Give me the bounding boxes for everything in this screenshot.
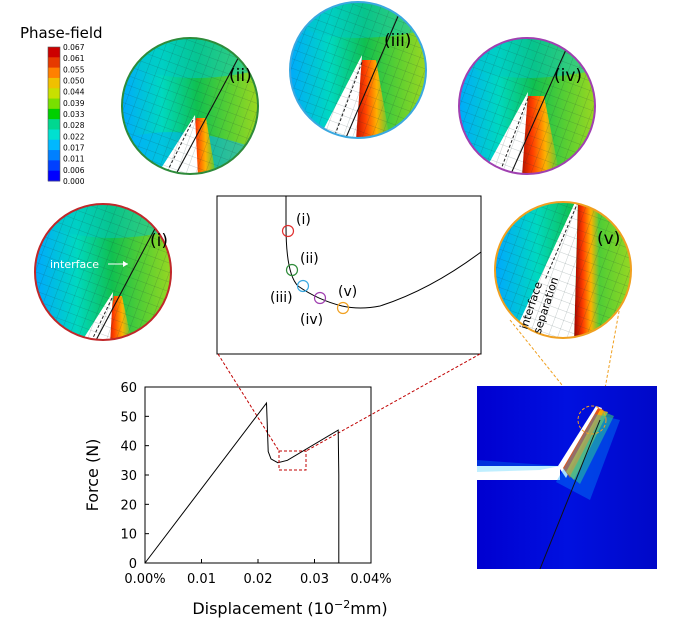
interface-line (539, 419, 601, 570)
inset-iii-ring (289, 1, 427, 139)
inset-iii-label: (iii) (384, 31, 411, 51)
legend-swatch (48, 47, 60, 58)
zoom-label-iii: (iii) (270, 290, 293, 306)
legend-colorbar: 0.067 0.061 0.055 0.050 0.044 0.039 0.033 0.028… (47, 43, 85, 186)
inset-i-ring (34, 203, 172, 341)
x-tick-label: 0.02 (244, 572, 273, 587)
x-tick-label: 0.04% (350, 572, 391, 587)
zoom-connector-right (305, 353, 481, 452)
specimen-plate (477, 386, 657, 570)
inset-v-ring (494, 201, 632, 339)
inset-iv-label: (iv) (554, 66, 582, 86)
zoom-box-frame (216, 195, 482, 355)
legend-tick-label: 0.050 (63, 77, 85, 86)
y-tick-label: 10 (120, 528, 137, 543)
y-tick-label: 60 (120, 381, 137, 396)
legend-swatch (48, 98, 60, 110)
x-axis-label: Displacement (10−2mm) (192, 598, 387, 618)
zoom-marker-ii (285, 263, 299, 277)
zoom-region-box (278, 450, 307, 471)
x-tick-label: 0.00% (124, 572, 165, 587)
x-axis: 0.00% 0.01 0.02 0.03 0.04% (124, 559, 392, 587)
legend-tick-label: 0.017 (63, 144, 85, 153)
zoom-marker-i (281, 224, 295, 238)
inset-v: (v) interface separation (494, 201, 632, 339)
plot-frame (144, 386, 372, 564)
inset-v-label: (v) (597, 229, 620, 249)
interface-arrowhead (123, 261, 128, 267)
x-tick-label: 0.03 (300, 572, 329, 587)
inset-i: (i) interface (34, 203, 172, 341)
inset-i-label: (i) (150, 231, 168, 251)
y-tick-label: 20 (120, 498, 137, 513)
inset-ii-label: (ii) (229, 66, 252, 86)
inset-iv: (iv) (458, 37, 596, 175)
inset-ii: (ii) (121, 37, 259, 175)
legend-swatch (48, 139, 60, 151)
zoom-connector-left (217, 353, 280, 452)
zoom-label-v: (v) (338, 284, 357, 300)
legend-tick-label: 0.028 (63, 121, 85, 130)
legend-swatch (48, 119, 60, 130)
zoom-curve (285, 196, 482, 309)
legend-swatch (48, 77, 60, 89)
zoom-marker-v (336, 301, 350, 315)
phase-field-legend: Phase-field 0.0670.0610.0550.0500.0440.0… (20, 24, 103, 186)
legend-swatch (48, 67, 60, 79)
legend-tick-label: 0.044 (63, 88, 85, 97)
zoom-box: (i) (ii) (iii) (iv) (v) (216, 195, 482, 355)
legend-tick-label: 0.067 (63, 43, 85, 52)
notch (477, 466, 560, 480)
x-tick-label: 0.01 (187, 572, 216, 587)
legend-border (47, 46, 61, 182)
zoom-label-iv: (iv) (300, 312, 323, 328)
legend-swatch (48, 150, 60, 161)
legend-tick-label: 0.000 (63, 177, 85, 186)
legend-swatch (48, 170, 60, 182)
y-tick-label: 30 (120, 469, 137, 484)
y-axis: 0 10 20 30 40 50 60 (120, 381, 149, 572)
legend-swatch (48, 88, 60, 99)
legend-tick-label: 0.033 (63, 110, 85, 119)
legend-swatch (48, 160, 60, 172)
inset-iv-ring (458, 37, 596, 175)
force-displacement-chart: 0 10 20 30 40 50 60 0.00% 0.01 0.02 0.03 0.04% For… (83, 381, 392, 618)
y-tick-label: 40 (120, 440, 137, 455)
legend-swatch (48, 57, 60, 69)
legend-tick-label: 0.055 (63, 65, 85, 74)
force-curve (144, 401, 340, 564)
v-connector-right (601, 305, 621, 406)
legend-swatch (48, 129, 60, 141)
legend-tick-label: 0.006 (63, 166, 85, 175)
inset-ii-ring (121, 37, 259, 175)
legend-swatch (48, 108, 60, 120)
zoom-marker-iv (313, 291, 327, 305)
inset-iii: (iii) (289, 1, 427, 139)
zoom-label-i: (i) (296, 212, 311, 228)
y-tick-label: 50 (120, 410, 137, 425)
interface-annotation: interface (50, 258, 99, 271)
legend-tick-label: 0.061 (63, 54, 85, 63)
zoom-marker-iii (296, 279, 310, 293)
legend-tick-label: 0.022 (63, 132, 85, 141)
y-tick-label: 0 (129, 557, 137, 572)
legend-title: Phase-field (20, 24, 103, 42)
y-axis-label: Force (N) (83, 439, 102, 512)
legend-tick-label: 0.011 (63, 155, 85, 164)
plate-highlight (577, 405, 607, 435)
zoom-label-ii: (ii) (300, 251, 319, 267)
legend-tick-label: 0.039 (63, 99, 85, 108)
